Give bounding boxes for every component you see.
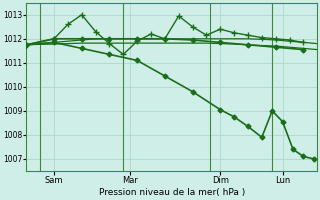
X-axis label: Pression niveau de la mer( hPa ): Pression niveau de la mer( hPa ) [99,188,245,197]
